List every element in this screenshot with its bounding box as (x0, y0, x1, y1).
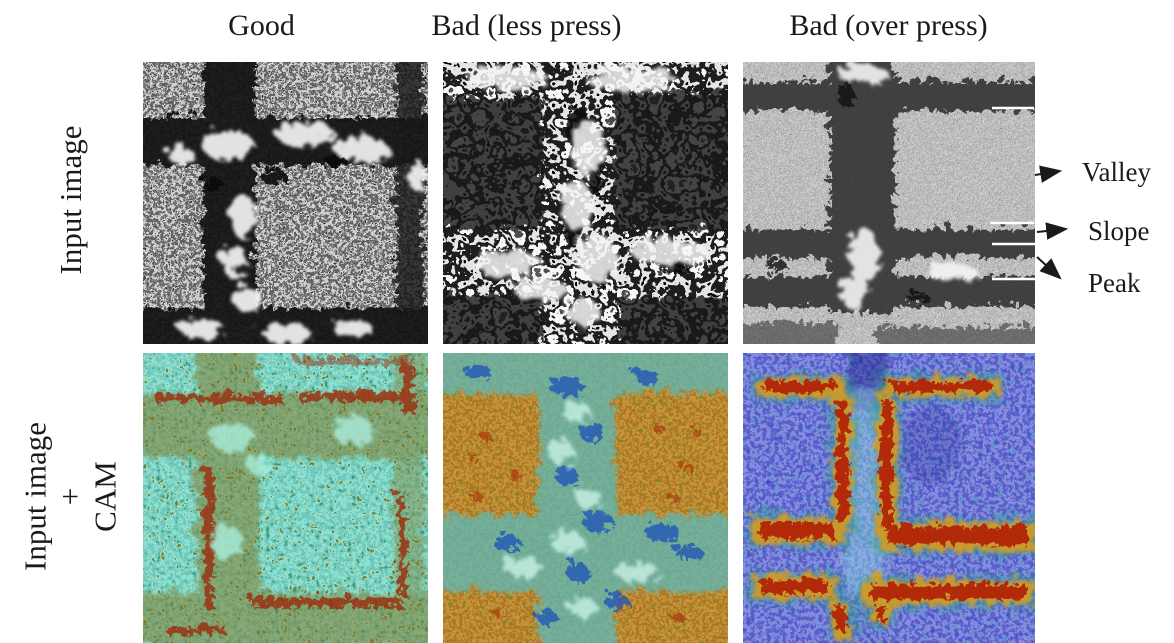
row-label-input-image-plus-cam: Input image + CAM (18, 347, 123, 643)
row-label-input-image-text: Input image (52, 125, 88, 275)
slope-arrow (1036, 222, 1069, 240)
annotation-peak: Peak (1088, 268, 1141, 298)
cyan-patches (206, 412, 369, 557)
dark-speckle-squares (443, 88, 728, 344)
panel-cam-good (143, 353, 428, 643)
row-label-cam-line3: CAM (87, 461, 123, 532)
hot-band-red-core (757, 378, 1024, 629)
speckle-base (143, 62, 428, 344)
red-specks (464, 420, 699, 618)
blue-blobs (459, 360, 699, 622)
panel-input-bad-over-press (743, 62, 1035, 344)
dark-groove-bands (743, 62, 1035, 310)
row-label-cam-plus: + (52, 487, 88, 506)
dark-blobs (202, 152, 343, 189)
teal-smear-bands (443, 353, 728, 643)
annotation-arrows (1034, 165, 1069, 280)
panel-input-good (143, 62, 428, 344)
dark-blobs (763, 80, 925, 300)
panel-input-bad-less-press (443, 62, 728, 344)
peak-arrow (1036, 256, 1062, 280)
column-header-bad-over-press: Bad (over press) (789, 9, 988, 42)
column-header-good: Good (228, 9, 295, 42)
partial-bottom-bands (743, 320, 1035, 344)
panel-cam-bad-over-press (743, 353, 1035, 643)
red-activation-lines (151, 355, 411, 631)
bright-smears (834, 62, 974, 305)
annotation-valley: Valley (1082, 157, 1151, 187)
valley-arrow (1034, 165, 1063, 183)
row-label-cam-line1: Input image (17, 422, 53, 571)
bright-smears (164, 118, 424, 340)
panel-cam-bad-less-press (443, 353, 728, 643)
column-header-bad-less-press: Bad (less press) (431, 9, 622, 42)
annotation-slope: Slope (1088, 216, 1150, 246)
pale-cyan-highlights (499, 398, 656, 614)
row-label-input-image: Input image (52, 50, 88, 350)
bright-smears (461, 63, 703, 322)
